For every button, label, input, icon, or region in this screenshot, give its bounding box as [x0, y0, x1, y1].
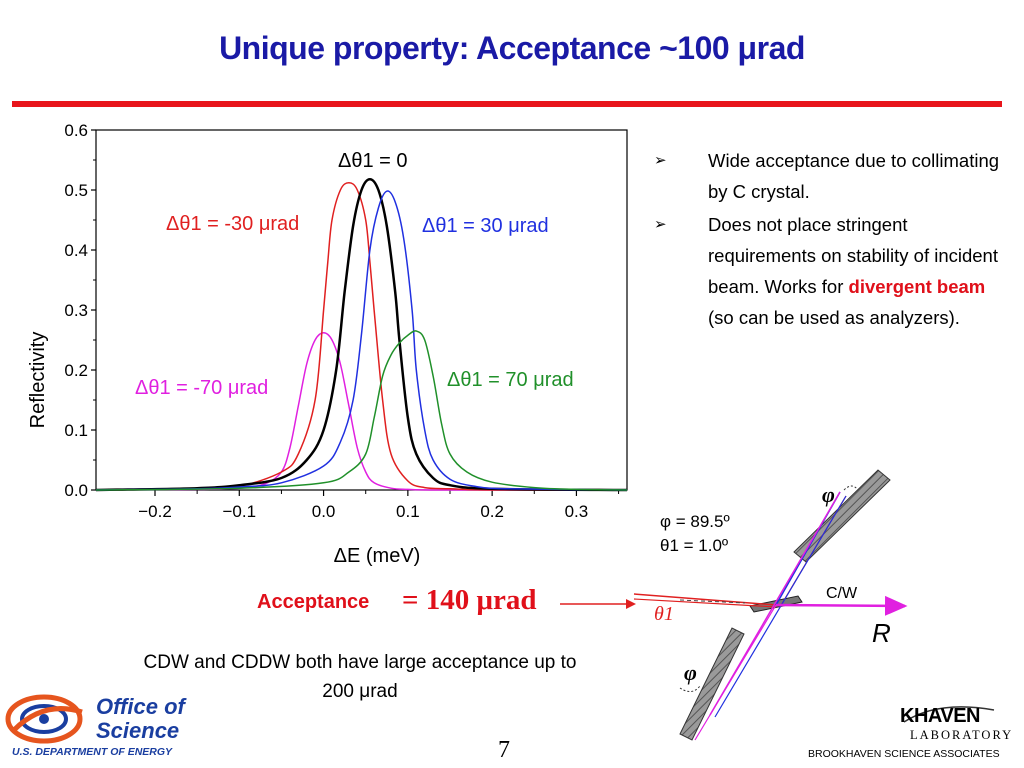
theta-symbol: θ1: [654, 603, 674, 625]
series-line-2: [95, 177, 628, 492]
bullet-text: Wide acceptance due to collimating by C …: [708, 150, 1000, 202]
series-line-0: [95, 332, 628, 491]
reflectivity-chart: 0.00.10.20.30.40.50.6 −0.2 −0.1 0.0 0.1 0.2 0…: [27, 121, 628, 567]
lower-crystal: [679, 627, 745, 741]
curve-label-minus-30: Δθ1 = -30 μrad: [166, 213, 299, 235]
bnl-k-glyph: K: [900, 705, 914, 727]
bnl-logo-swoosh: [903, 706, 995, 723]
x-tick-label: −0.2: [138, 502, 172, 521]
y-axis-title: Reflectivity: [27, 332, 49, 429]
y-tick-label: 0.2: [64, 361, 88, 380]
phi-arc-lower: [679, 685, 701, 692]
theta-angle-value: θ1 = 1.0º: [660, 536, 728, 555]
series-line-4: [95, 330, 628, 491]
doe-department: U.S. DEPARTMENT OF ENERGY: [12, 746, 173, 758]
curve-label-minus-70: Δθ1 = -70 μrad: [135, 377, 268, 399]
curve-label-zero: Δθ1 = 0: [338, 150, 408, 172]
arrowhead-bullet-icon: ➢: [654, 152, 667, 169]
beam-paths: [633, 491, 908, 741]
doe-office-line1: Office of: [96, 694, 185, 719]
series-line-1: [95, 182, 628, 491]
crystal-label: C/W: [826, 585, 858, 602]
phi-angle-value: φ = 89.5º: [660, 512, 730, 531]
title-rule: [12, 101, 1002, 107]
phi-symbol-upper: φ: [822, 482, 835, 507]
doe-office-line2: Science: [96, 718, 180, 743]
x-axis-title: ΔE (meV): [334, 545, 421, 567]
curve-label-plus-30: Δθ1 = 30 μrad: [422, 215, 549, 237]
bullet-highlight: divergent beam: [848, 276, 986, 297]
plot-frame: [95, 129, 628, 491]
y-tick-label: 0.4: [64, 241, 88, 260]
acceptance-arrow: [560, 599, 636, 609]
x-tick-label: 0.0: [312, 502, 336, 521]
doe-logo-emblem: [5, 694, 83, 744]
page-number: 7: [498, 737, 510, 763]
series-line-3: [95, 190, 628, 491]
y-tick-label: 0.5: [64, 181, 88, 200]
bnl-associates: BROOKHAVEN SCIENCE ASSOCIATES: [808, 748, 1000, 760]
y-tick-label: 0.0: [64, 481, 88, 500]
phi-arc-upper: [843, 485, 859, 491]
y-tick-label: 0.3: [64, 301, 88, 320]
y-tick-label: 0.1: [64, 421, 88, 440]
x-tick-label: −0.1: [223, 502, 257, 521]
bullet-text: Does not place stringent requirements on…: [708, 214, 998, 297]
acceptance-note: CDW and CDDW both have large acceptance …: [143, 652, 577, 702]
series-group: [95, 177, 628, 492]
acceptance-value: = 140 μrad: [402, 584, 537, 616]
bullet-item: ➢ Wide acceptance due to collimating by …: [650, 145, 1010, 207]
plot-border: [95, 129, 628, 491]
x-axis: −0.2 −0.1 0.0 0.1 0.2 0.3: [138, 490, 620, 521]
bullet-item: ➢ Does not place stringent requirements …: [650, 209, 1010, 333]
x-tick-label: 0.2: [480, 502, 504, 521]
y-axis: 0.0 0.1 0.2 0.3 0.4 0.5 0.6: [64, 121, 96, 500]
phi-symbol-lower: φ: [684, 660, 697, 685]
y-tick-label: 0.6: [64, 121, 88, 140]
curve-label-plus-70: Δθ1 = 70 μrad: [447, 369, 574, 391]
bullet-text: (so can be used as analyzers).: [708, 307, 960, 328]
bullet-list: ➢ Wide acceptance due to collimating by …: [650, 145, 1010, 335]
x-tick-label: 0.1: [396, 502, 420, 521]
beam-label: R: [872, 618, 891, 648]
bnl-lab-sub: LABORATORY: [910, 728, 1014, 742]
slide-title: Unique property: Acceptance ~100 μrad: [219, 30, 805, 66]
x-tick-label: 0.3: [565, 502, 589, 521]
crystal-geometry-diagram: φ = 89.5º θ1 = 1.0º φ φ θ1 C/W R: [633, 469, 908, 741]
bnl-lab-name: KHAVEN: [900, 705, 980, 727]
arrowhead-bullet-icon: ➢: [654, 216, 667, 233]
acceptance-label: Acceptance: [257, 591, 370, 613]
